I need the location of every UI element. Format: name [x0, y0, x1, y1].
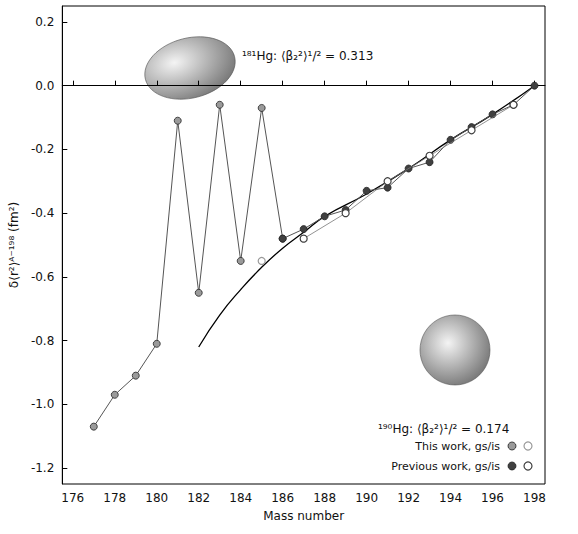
svg-text:190: 190: [355, 491, 378, 505]
svg-text:180: 180: [145, 491, 168, 505]
svg-text:¹⁸¹Hg: ⟨β₂²⟩¹/² = 0.313: ¹⁸¹Hg: ⟨β₂²⟩¹/² = 0.313: [242, 49, 373, 63]
svg-text:¹⁹⁰Hg: ⟨β₂²⟩¹/² = 0.174: ¹⁹⁰Hg: ⟨β₂²⟩¹/² = 0.174: [378, 422, 509, 436]
svg-text:186: 186: [271, 491, 294, 505]
svg-text:182: 182: [187, 491, 210, 505]
svg-text:176: 176: [61, 491, 84, 505]
svg-text:198: 198: [523, 491, 546, 505]
svg-text:-0.8: -0.8: [31, 334, 54, 348]
svg-text:-1.2: -1.2: [31, 461, 54, 475]
svg-text:Previous work, gs/is: Previous work, gs/is: [391, 460, 500, 473]
svg-text:184: 184: [229, 491, 252, 505]
svg-text:-0.4: -0.4: [31, 206, 54, 220]
svg-text:178: 178: [103, 491, 126, 505]
svg-text:192: 192: [397, 491, 420, 505]
svg-text:-1.0: -1.0: [31, 397, 54, 411]
svg-text:Mass number: Mass number: [263, 509, 344, 523]
svg-text:-0.2: -0.2: [31, 142, 54, 156]
svg-text:δ⟨r²⟩ᴬ⁻¹⁹⁸ (fm²): δ⟨r²⟩ᴬ⁻¹⁹⁸ (fm²): [7, 202, 21, 288]
svg-text:0.0: 0.0: [35, 79, 54, 93]
svg-text:194: 194: [439, 491, 462, 505]
svg-text:-0.6: -0.6: [31, 270, 54, 284]
svg-text:This work, gs/is: This work, gs/is: [414, 440, 500, 453]
svg-text:196: 196: [481, 491, 504, 505]
svg-text:188: 188: [313, 491, 336, 505]
svg-text:0.2: 0.2: [35, 15, 54, 29]
